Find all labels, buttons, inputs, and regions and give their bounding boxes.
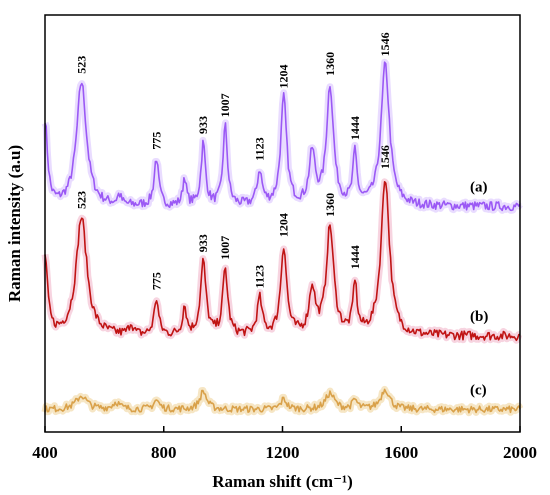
peak-label: 1360 <box>323 52 337 76</box>
peak-label: 1444 <box>348 116 362 140</box>
peak-annotation-layer: 523 775 933 1007 1123 1204 1360 1444 1546 523 775 9… <box>75 32 393 290</box>
peak-label: 775 <box>149 132 163 150</box>
peak-label: 933 <box>196 116 210 134</box>
peak-label: 1123 <box>253 137 267 160</box>
peak-label: 775 <box>149 272 163 290</box>
peak-label: 933 <box>196 234 210 252</box>
x-axis-title: Raman shift (cm⁻¹) <box>212 472 353 491</box>
trace-line-layer <box>44 61 521 414</box>
x-tick-label: 1200 <box>266 443 300 462</box>
x-tick-label: 800 <box>151 443 177 462</box>
y-axis-title: Raman intensity (a.u) <box>5 145 24 302</box>
peak-label: 523 <box>75 191 89 209</box>
trace-line-2 <box>44 388 521 414</box>
x-tick-layer: 400 800 1200 1600 2000 <box>32 426 537 462</box>
x-tick-label: 1600 <box>384 443 418 462</box>
peak-label: 1204 <box>277 65 291 89</box>
peak-label: 1007 <box>218 93 232 117</box>
trace-line-0 <box>44 61 521 212</box>
peak-label: 1546 <box>378 145 392 169</box>
x-tick-label: 400 <box>32 443 58 462</box>
trace-line-1 <box>44 181 521 342</box>
peak-label: 1360 <box>323 193 337 217</box>
peak-label: 1123 <box>253 265 267 288</box>
peak-label: 1444 <box>348 245 362 269</box>
trace-label-layer: (a) (b) (c) <box>470 180 488 399</box>
peak-label: 1546 <box>378 32 392 56</box>
trace-label: (c) <box>470 382 487 398</box>
trace-label: (a) <box>470 180 488 196</box>
peak-label: 1204 <box>277 213 291 237</box>
trace-label: (b) <box>470 309 488 325</box>
peak-label: 523 <box>75 56 89 74</box>
peak-label: 1007 <box>218 236 232 260</box>
x-tick-label: 2000 <box>503 443 537 462</box>
